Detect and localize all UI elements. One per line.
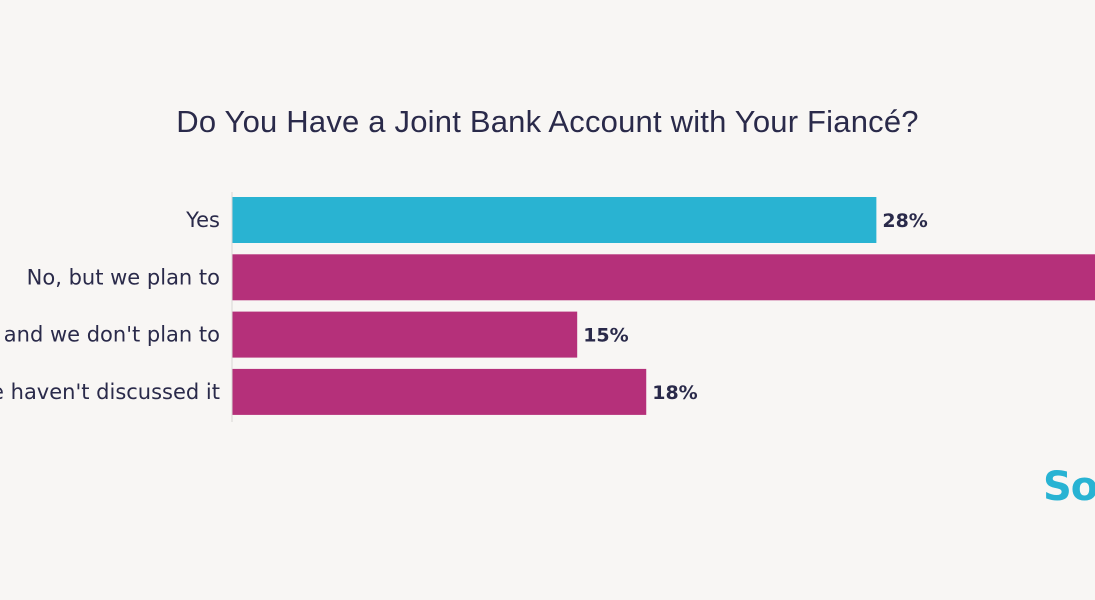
chart-title: Do You Have a Joint Bank Account with Yo… (176, 104, 919, 139)
value-label-0: 28% (882, 210, 927, 232)
bar-1 (232, 254, 1095, 301)
bars-group: Yes 28% No, but we plan to No, and we don't… (0, 197, 1095, 415)
value-label-3: 18% (652, 382, 697, 404)
bar-2 (232, 311, 578, 358)
value-label-2: 15% (583, 325, 628, 347)
category-label-3: No, we haven't discussed it (0, 380, 220, 404)
brand-logo: So (1043, 464, 1095, 510)
category-label-0: Yes (185, 208, 220, 232)
category-label-1: No, but we plan to (27, 265, 220, 289)
bar-0 (232, 197, 877, 243)
bar-3 (232, 368, 647, 415)
category-label-2: No, and we don't plan to (0, 323, 220, 347)
